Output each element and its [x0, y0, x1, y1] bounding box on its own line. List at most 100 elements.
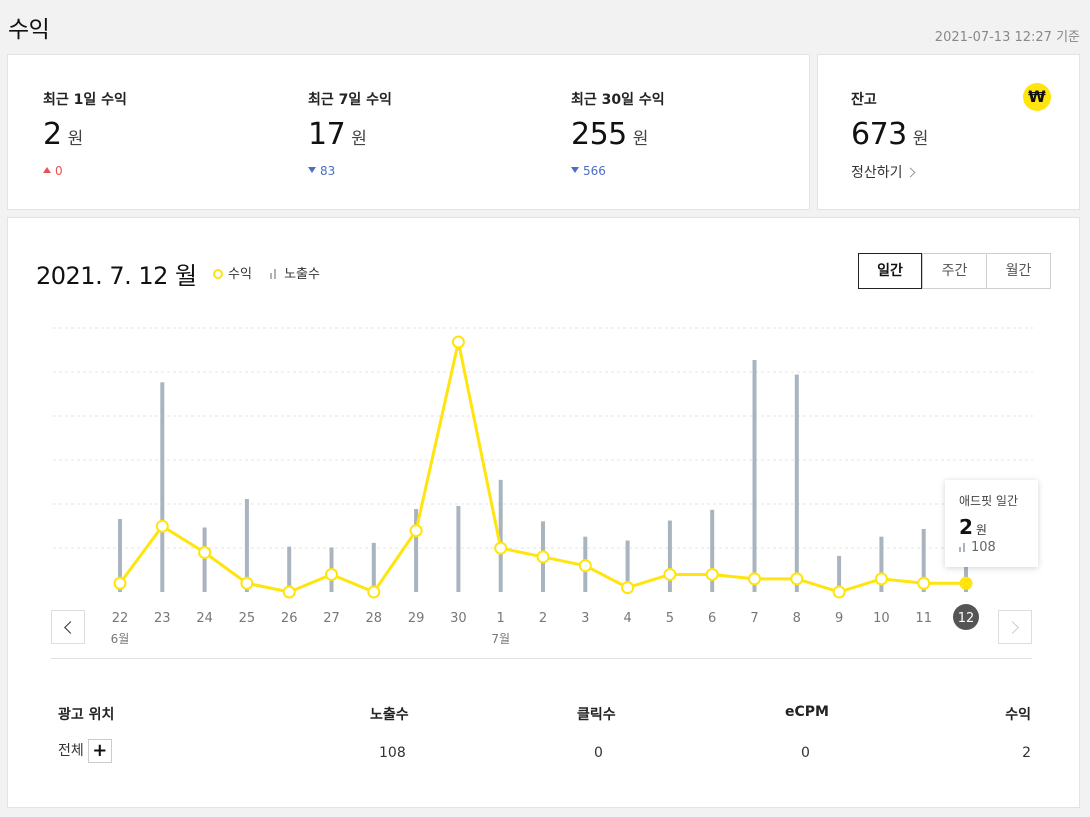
revenue-point — [536, 550, 550, 564]
row-impressions: 108 — [379, 745, 406, 761]
tab-daily[interactable]: 일간 — [858, 253, 922, 289]
revenue-point — [409, 524, 423, 538]
revenue-point — [198, 546, 212, 560]
revenue-point — [494, 541, 508, 555]
impression-bar — [160, 382, 165, 592]
tooltip-impressions: 108 — [959, 540, 1024, 555]
stat-unit: 원 — [351, 129, 367, 149]
row-ecpm: 0 — [801, 745, 810, 761]
tooltip-title: 애드핏 일간 — [959, 494, 1019, 508]
revenue-point — [790, 572, 804, 586]
header-impressions: 노출수 — [370, 707, 409, 723]
x-tick-label: 11 — [915, 611, 932, 626]
revenue-point — [240, 576, 254, 590]
revenue-point — [451, 335, 465, 349]
delta-value: 83 — [320, 164, 336, 178]
arrow-up-icon — [43, 167, 51, 173]
row-placement: 전체 + — [58, 739, 112, 763]
impression-bar — [837, 555, 842, 592]
tab-weekly[interactable]: 주간 — [922, 254, 986, 288]
legend-revenue: 수익 — [213, 263, 252, 282]
row-clicks: 0 — [594, 745, 603, 761]
impression-bar — [710, 509, 715, 592]
revenue-point — [832, 585, 846, 599]
impression-bar — [794, 374, 799, 592]
arrow-down-icon — [571, 167, 579, 173]
stat-value: 17 원 — [308, 117, 367, 152]
impression-bar — [244, 499, 249, 592]
next-period-button[interactable] — [998, 610, 1032, 644]
chevron-right-icon — [1006, 621, 1019, 634]
x-tick-label: 2 — [539, 611, 547, 626]
expand-button[interactable]: + — [87, 739, 112, 763]
x-tick-label: 4 — [623, 611, 631, 626]
chart-card: 2021. 7. 12 월 수익 노출수 일간 주간 월간 22 23 24 25 26… — [7, 217, 1080, 808]
selected-day-badge — [953, 604, 979, 630]
legend-impressions-label: 노출수 — [284, 267, 320, 282]
x-tick-label: 25 — [239, 611, 256, 626]
tooltip-impressions-value: 108 — [971, 540, 996, 555]
delta-value: 566 — [583, 164, 606, 178]
header-revenue: 수익 — [1005, 707, 1031, 723]
impression-bar — [752, 360, 757, 592]
x-tick-label: 5 — [666, 611, 674, 626]
stat-number: 17 — [308, 117, 346, 152]
balance-number: 673 — [851, 117, 907, 152]
impression-bar — [498, 479, 503, 592]
revenue-point — [578, 559, 592, 573]
balance-label: 잔고 — [851, 92, 877, 108]
prev-period-button[interactable] — [51, 610, 85, 644]
placement-label: 전체 — [58, 743, 84, 759]
header-placement: 광고 위치 — [58, 707, 115, 723]
revenue-point — [874, 572, 888, 586]
x-tick-label: 27 — [323, 611, 340, 626]
revenue-point — [663, 567, 677, 581]
impression-bar — [287, 546, 292, 592]
settle-label: 정산하기 — [851, 165, 903, 181]
period-tabs: 일간 주간 월간 — [858, 253, 1051, 289]
stat-unit: 원 — [67, 129, 84, 149]
revenue-point — [917, 576, 931, 590]
revenue-point — [748, 572, 761, 586]
x-tick-label: 7 — [750, 611, 758, 626]
month-label: 6월 — [111, 632, 130, 646]
x-tick-label: 30 — [450, 611, 467, 626]
header-clicks: 클릭수 — [577, 707, 616, 723]
revenue-point — [705, 567, 719, 581]
header-ecpm: eCPM — [785, 704, 829, 720]
revenue-point — [621, 581, 635, 595]
x-tick-label: 9 — [835, 611, 843, 626]
impression-bar — [921, 529, 926, 592]
legend-revenue-label: 수익 — [228, 267, 252, 282]
stat-label: 최근 1일 수익 — [43, 92, 127, 108]
x-tick-label: 12 — [958, 611, 975, 626]
x-tick-label: 29 — [408, 611, 425, 626]
revenue-point — [367, 585, 381, 599]
balance-value: 673 원 — [851, 117, 928, 152]
impression-bar — [456, 505, 461, 592]
bar-marker-icon — [959, 543, 967, 552]
stat-value: 255 원 — [571, 117, 648, 152]
impression-bar — [118, 519, 122, 592]
impression-bar — [625, 540, 630, 592]
tab-monthly[interactable]: 월간 — [986, 254, 1050, 288]
month-label: 7월 — [491, 632, 510, 646]
revenue-point — [959, 576, 973, 590]
stat-delta: 566 — [571, 164, 606, 178]
balance-unit: 원 — [912, 129, 929, 149]
row-revenue: 2 — [1022, 745, 1031, 761]
stat-number: 2 — [43, 117, 62, 152]
revenue-point — [113, 576, 127, 590]
stat-delta: 0 — [43, 164, 63, 178]
settle-link[interactable]: 정산하기 — [851, 162, 915, 182]
tooltip-number: 2 — [959, 515, 973, 539]
chart-date: 2021. 7. 12 월 — [36, 262, 197, 290]
circle-marker-icon — [213, 269, 223, 279]
x-tick-label: 26 — [281, 611, 298, 626]
impression-bar — [667, 520, 672, 592]
